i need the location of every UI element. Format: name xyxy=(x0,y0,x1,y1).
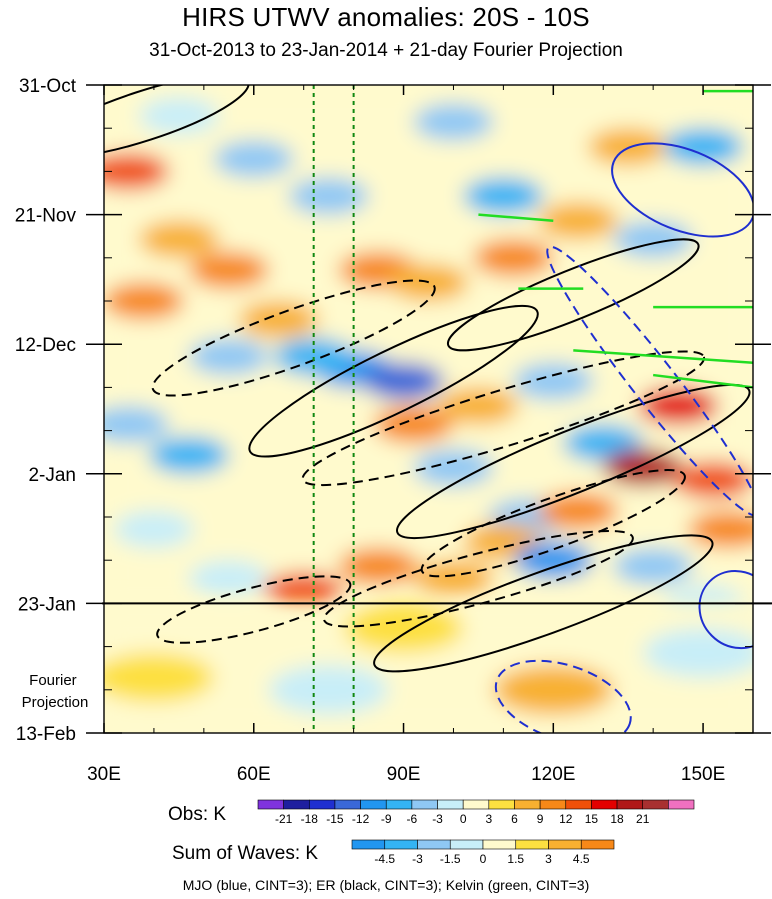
obs-legend-swatch xyxy=(361,800,387,809)
y-tick-label: 21-Nov xyxy=(15,206,77,227)
obs-legend-value: -3 xyxy=(432,812,443,826)
waves-legend-swatch xyxy=(418,840,451,849)
obs-legend-value: -6 xyxy=(407,812,418,826)
obs-legend-swatch xyxy=(309,800,335,809)
x-tick-label: 90E xyxy=(387,764,421,785)
waves-legend-swatch xyxy=(385,840,418,849)
x-tick-label: 30E xyxy=(87,764,121,785)
x-tick-label: 60E xyxy=(237,764,271,785)
anomaly-blob xyxy=(214,141,294,178)
waves-legend-swatch xyxy=(549,840,582,849)
y-tick-label: 12-Dec xyxy=(15,335,76,356)
anomaly-blob xyxy=(239,301,319,338)
obs-legend-value: 3 xyxy=(485,812,492,826)
projection-blob xyxy=(493,665,613,714)
waves-legend-swatch xyxy=(483,840,516,849)
anomaly-blob xyxy=(139,221,219,258)
obs-legend-swatch xyxy=(438,800,464,809)
waves-legend-label: Sum of Waves: K xyxy=(172,843,318,864)
anomaly-blob xyxy=(613,548,693,585)
waves-legend-value: -1.5 xyxy=(440,852,461,866)
waves-legend-swatch xyxy=(450,840,483,849)
projection-blob xyxy=(94,653,214,702)
waves-legend-swatch xyxy=(516,840,549,849)
obs-legend-value: -18 xyxy=(301,812,319,826)
obs-legend-swatch xyxy=(617,800,643,809)
obs-legend-value: 15 xyxy=(585,812,599,826)
obs-legend-value: 9 xyxy=(537,812,544,826)
anomaly-blob xyxy=(414,560,494,597)
y-tick-label: 31-Oct xyxy=(19,76,77,97)
obs-legend-value: 21 xyxy=(636,812,650,826)
obs-legend-swatch xyxy=(412,800,438,809)
waves-legend-value: -4.5 xyxy=(374,852,395,866)
x-tick-label: 120E xyxy=(531,764,575,785)
obs-legend-swatch xyxy=(668,800,694,809)
anomaly-blob xyxy=(189,560,269,597)
obs-legend-swatch xyxy=(591,800,617,809)
obs-legend-swatch xyxy=(463,800,489,809)
y-tick-label: 13-Feb xyxy=(16,724,76,745)
plot-area xyxy=(32,58,772,759)
anomaly-blob xyxy=(339,548,419,585)
legends: Obs: K -21 -18 -15 -12 -9 -6 -3 0 3 6 9 12 15 18 21 Sum … xyxy=(168,800,694,866)
anomaly-blob xyxy=(513,542,593,579)
y-tick-label: 2-Jan xyxy=(28,465,76,486)
obs-legend-label: Obs: K xyxy=(168,804,226,825)
obs-legend-swatch xyxy=(258,800,284,809)
waves-legend-swatch xyxy=(581,840,614,849)
obs-legend-swatch xyxy=(540,800,566,809)
projection-blob xyxy=(269,665,389,714)
anomaly-blob xyxy=(289,178,369,215)
waves-legend-value: 3 xyxy=(545,852,552,866)
waves-legend-value: 4.5 xyxy=(573,852,590,866)
anomaly-blob xyxy=(189,338,269,375)
anomaly-blob xyxy=(364,363,444,400)
projection-blob xyxy=(643,628,763,677)
obs-legend-value: -21 xyxy=(275,812,293,826)
y-tick-label: 23-Jan xyxy=(18,594,76,615)
obs-legend-swatch xyxy=(489,800,515,809)
obs-legend-swatch xyxy=(284,800,310,809)
obs-legend-value: -9 xyxy=(381,812,392,826)
waves-legend-value: -3 xyxy=(412,852,423,866)
x-tick-label: 150E xyxy=(681,764,725,785)
obs-legend-swatch xyxy=(386,800,412,809)
obs-legend-value: 6 xyxy=(511,812,518,826)
waves-legend-value: 0 xyxy=(480,852,487,866)
anomaly-blob xyxy=(663,128,743,165)
obs-legend-value: 0 xyxy=(460,812,467,826)
waves-legend-swatch xyxy=(352,840,385,849)
obs-legend-swatch xyxy=(335,800,361,809)
anomaly-blob xyxy=(104,282,184,319)
anomaly-blob xyxy=(114,511,194,548)
obs-legend-swatch xyxy=(566,800,592,809)
obs-legend-value: -12 xyxy=(352,812,370,826)
anomaly-blob xyxy=(688,511,768,548)
anomaly-blob xyxy=(473,239,553,276)
anomaly-blob xyxy=(89,153,169,190)
obs-legend-value: 12 xyxy=(559,812,573,826)
anomaly-blob xyxy=(89,406,169,443)
anomaly-blob xyxy=(603,449,683,486)
projection-label: Fourier Projection xyxy=(22,672,89,711)
obs-legend-swatch xyxy=(514,800,540,809)
anomaly-blob xyxy=(538,492,618,529)
footer-note: MJO (blue, CINT=3); ER (black, CINT=3); … xyxy=(0,877,772,893)
waves-legend-value: 1.5 xyxy=(507,852,524,866)
anomaly-blob xyxy=(463,178,543,215)
anomaly-blob xyxy=(414,104,494,141)
obs-legend-value: -15 xyxy=(326,812,344,826)
anomaly-blob xyxy=(189,252,269,289)
anomaly-blob xyxy=(149,437,229,474)
anomaly-blob xyxy=(513,363,593,400)
obs-legend-swatch xyxy=(643,800,669,809)
obs-legend-value: 18 xyxy=(610,812,624,826)
